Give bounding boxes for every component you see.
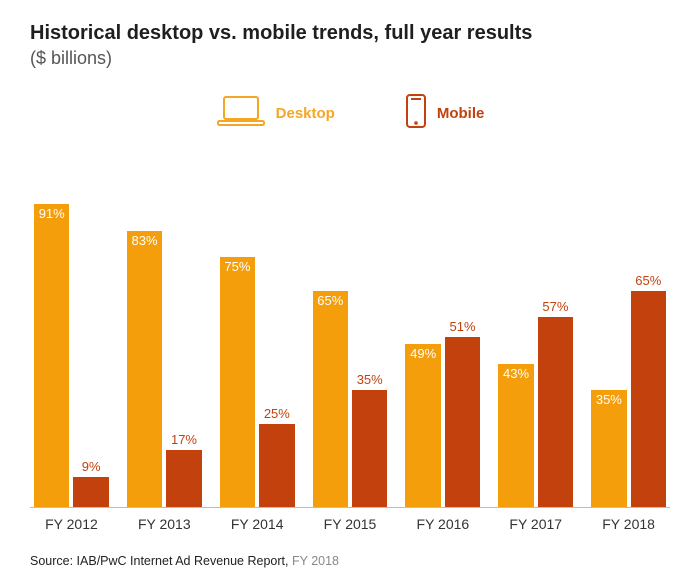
bar-group: 65% 35% xyxy=(313,174,388,507)
bar-mobile: 35% xyxy=(352,390,387,507)
chart-page: Historical desktop vs. mobile trends, fu… xyxy=(0,0,700,580)
source-suffix-text: FY 2018 xyxy=(292,554,339,568)
x-axis-labels: FY 2012 FY 2013 FY 2014 FY 2015 FY 2016 FY 20… xyxy=(30,508,670,532)
bar-desktop: 49% xyxy=(405,344,440,507)
legend: Desktop Mobile xyxy=(30,93,670,134)
x-axis-label: FY 2012 xyxy=(34,516,109,532)
page-title: Historical desktop vs. mobile trends, fu… xyxy=(30,20,670,46)
bar-value-label: 57% xyxy=(542,299,568,314)
bar-desktop: 43% xyxy=(498,364,533,507)
bar-mobile: 57% xyxy=(538,317,573,507)
bar-chart: 91%9%83%17%75%25%65%35%49%51%43%57%35%65… xyxy=(30,174,670,508)
x-axis-label: FY 2015 xyxy=(313,516,388,532)
bar-mobile: 9% xyxy=(73,477,108,507)
bar-desktop: 83% xyxy=(127,231,162,507)
bar-value-label: 43% xyxy=(503,366,529,381)
bar-value-label: 49% xyxy=(410,346,436,361)
bar-value-label: 35% xyxy=(357,372,383,387)
x-axis-label: FY 2013 xyxy=(127,516,202,532)
page-subtitle: ($ billions) xyxy=(30,48,670,69)
source-prefix: Source: IAB/PwC Internet Ad Revenue Repo… xyxy=(30,554,288,568)
bar-desktop: 75% xyxy=(220,257,255,507)
legend-item-desktop: Desktop xyxy=(216,94,335,133)
bar-desktop: 35% xyxy=(591,390,626,507)
bar-value-label: 35% xyxy=(596,392,622,407)
bar-group: 75% 25% xyxy=(220,174,295,507)
source-line: Source: IAB/PwC Internet Ad Revenue Repo… xyxy=(30,554,670,568)
bar-value-label: 65% xyxy=(317,293,343,308)
bar-mobile: 17% xyxy=(166,450,201,507)
bar-desktop: 91% xyxy=(34,204,69,507)
bar-value-label: 91% xyxy=(39,206,65,221)
mobile-icon xyxy=(405,93,427,134)
x-axis-label: FY 2016 xyxy=(405,516,480,532)
bar-desktop: 65% xyxy=(313,291,348,507)
legend-label-desktop: Desktop xyxy=(276,105,335,122)
bar-value-label: 83% xyxy=(132,233,158,248)
bar-mobile: 51% xyxy=(445,337,480,507)
x-axis-label: FY 2014 xyxy=(220,516,295,532)
bar-value-label: 9% xyxy=(82,459,101,474)
legend-label-mobile: Mobile xyxy=(437,105,485,122)
bar-value-label: 75% xyxy=(224,259,250,274)
bar-group: 35% 65% xyxy=(591,174,666,507)
bar-mobile: 65% xyxy=(631,291,666,507)
bar-group: 83% 17% xyxy=(127,174,202,507)
bar-value-label: 65% xyxy=(635,273,661,288)
bar-group: 43% 57% xyxy=(498,174,573,507)
laptop-icon xyxy=(216,94,266,133)
legend-item-mobile: Mobile xyxy=(405,93,485,134)
bar-value-label: 17% xyxy=(171,432,197,447)
bar-group: 49% 51% xyxy=(405,174,480,507)
x-axis-label: FY 2018 xyxy=(591,516,666,532)
bar-mobile: 25% xyxy=(259,424,294,507)
x-axis-label: FY 2017 xyxy=(498,516,573,532)
bar-value-label: 25% xyxy=(264,406,290,421)
bar-group: 91% 9% xyxy=(34,174,109,507)
bar-value-label: 51% xyxy=(450,319,476,334)
